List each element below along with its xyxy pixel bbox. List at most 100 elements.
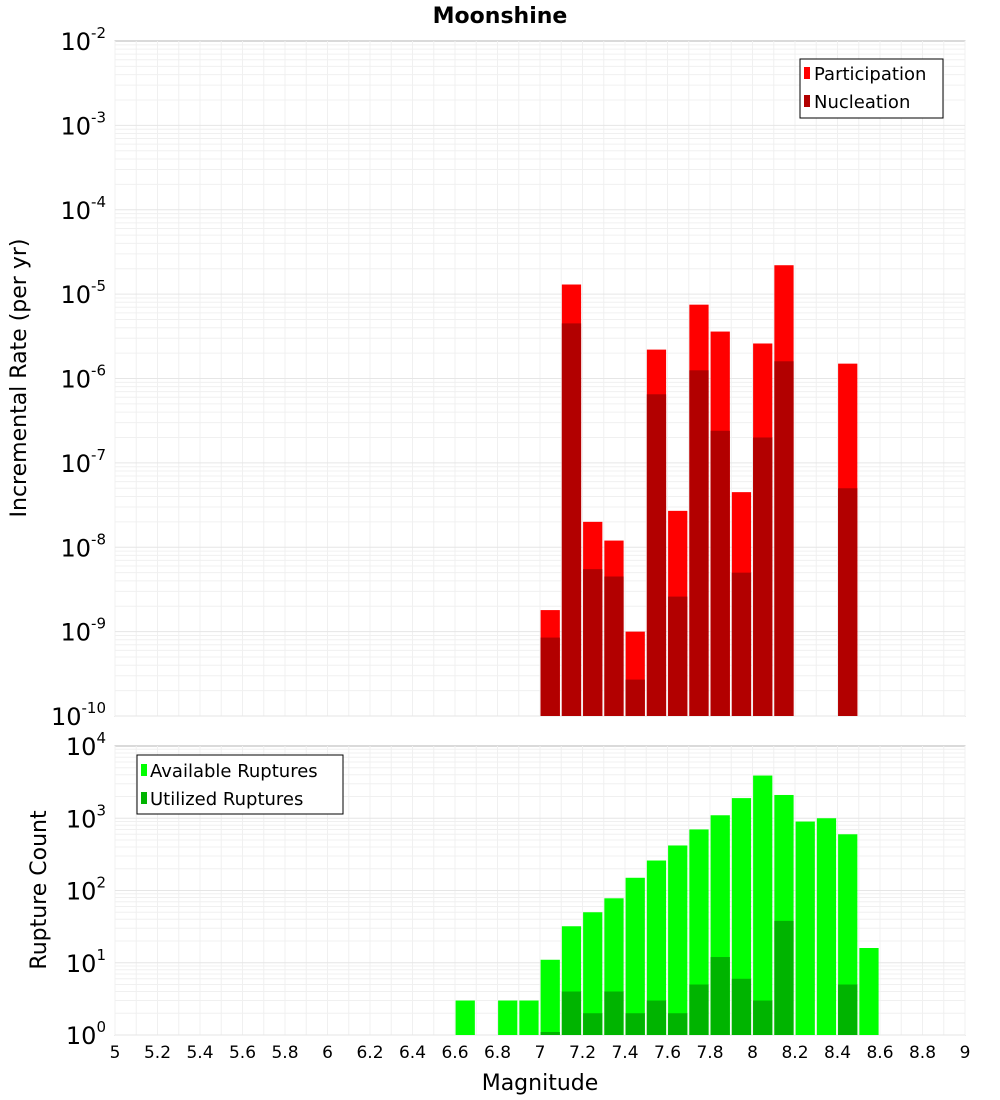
legend-swatch-nucleation [804,95,810,107]
count-bar-secondary [710,957,730,1035]
count-bar-secondary [646,1000,667,1035]
bottom-panel: 100 101 102 103 104 5 5.2 5.4 5.6 5.8 6 6.2 6.4 6.6 6… [27,729,970,1096]
y-tick-label: 10-6 [60,362,106,394]
rate-bar-secondary [604,576,624,716]
bottom-bars [455,775,879,1035]
count-bar-primary [519,1000,539,1035]
count-bar-primary [859,948,879,1035]
count-bar-secondary [753,1000,773,1035]
legend-label-nucleation: Nucleation [814,92,910,113]
count-bar-primary [625,877,645,1035]
top-panel: 10-10 10-9 10-8 10-7 10-6 10-5 10-4 10-3 10-2 In… [7,24,966,731]
x-tick-label: 6.2 [356,1043,383,1063]
top-y-axis-label: Incremental Rate (per yr) [7,239,32,518]
count-bar-primary [646,860,667,1035]
count-bar-primary [540,959,560,1035]
x-tick-label: 8.4 [824,1043,851,1063]
x-tick-label: 8 [747,1043,758,1063]
count-bar-secondary [838,984,858,1035]
count-bar-secondary [774,920,794,1035]
x-tick-label: 5.8 [271,1043,298,1063]
count-bar-secondary [561,991,582,1035]
y-tick-label: 102 [66,874,106,906]
legend-label-participation: Participation [814,64,926,85]
x-tick-label: 7.6 [654,1043,681,1063]
rate-bar-secondary [646,394,667,716]
count-bar-primary [689,829,709,1035]
top-legend: Participation Nucleation [799,58,944,119]
y-tick-label: 101 [66,946,106,978]
count-bar-primary [668,845,688,1035]
x-tick-label: 6 [322,1043,333,1063]
rate-bar-secondary [583,569,603,716]
rate-bar-secondary [540,637,560,716]
top-grid [114,41,966,717]
top-bars [540,265,858,717]
x-tick-label: 8.8 [909,1043,936,1063]
legend-label-available: Available Ruptures [150,761,318,782]
count-bar-primary [753,775,773,1035]
count-bar-primary [498,1000,518,1035]
count-bar-primary [795,821,815,1035]
y-tick-label: 10-3 [60,108,106,140]
x-tick-label: 5.6 [229,1043,256,1063]
count-bar-secondary [583,1013,603,1035]
bottom-legend-box [136,754,344,815]
rate-bar-secondary [668,596,688,716]
x-tick-label: 7.4 [611,1043,638,1063]
x-tick-label: 7.2 [569,1043,596,1063]
x-tick-label: 7.8 [696,1043,723,1063]
x-tick-label: 6.6 [441,1043,468,1063]
legend-label-utilized: Utilized Ruptures [150,789,303,810]
count-bar-primary [583,912,603,1035]
x-tick-label: 6.4 [399,1043,426,1063]
y-tick-label: 10-4 [60,193,106,225]
legend-swatch-available [141,764,147,776]
x-tick-label: 5 [110,1043,121,1063]
bottom-y-axis-label: Rupture Count [27,810,52,970]
count-bar-primary [455,1000,475,1035]
legend-swatch-participation [804,67,810,79]
rate-bar-secondary [753,437,773,716]
x-tick-label: 6.8 [484,1043,511,1063]
bottom-y-ticks: 100 101 102 103 104 [66,729,106,1050]
rate-bar-secondary [710,430,730,716]
x-ticks: 5 5.2 5.4 5.6 5.8 6 6.2 6.4 6.6 6.8 7 7.2 7.4 7.6 7.8 8… [110,1043,971,1063]
x-axis-label: Magnitude [482,1071,599,1096]
y-tick-label: 10-5 [60,277,106,309]
chart-title: Moonshine [433,4,568,29]
count-bar-primary [731,798,752,1035]
x-tick-label: 9 [960,1043,971,1063]
rate-bar-secondary [625,679,645,716]
rate-bar-secondary [561,323,582,716]
y-tick-label: 103 [66,801,106,833]
count-bar-secondary [668,1013,688,1035]
y-tick-label: 10-8 [60,530,106,562]
count-bar-secondary [604,991,624,1035]
legend-swatch-utilized [141,792,147,804]
y-tick-label: 10-2 [60,24,106,56]
top-legend-box [799,58,944,119]
count-bar-secondary [731,978,752,1035]
count-bar-primary [816,818,837,1035]
y-tick-label: 10-7 [60,446,106,478]
count-bar-secondary [625,1013,645,1035]
y-tick-label: 100 [66,1018,106,1050]
rate-bar-secondary [731,572,752,716]
y-tick-label: 10-9 [60,615,106,647]
rate-bar-secondary [774,361,794,716]
x-tick-label: 8.2 [781,1043,808,1063]
y-tick-label: 10-10 [51,699,106,731]
x-tick-label: 5.2 [144,1043,171,1063]
x-tick-label: 8.6 [866,1043,893,1063]
y-tick-label: 104 [66,729,106,761]
count-bar-secondary [540,1032,560,1035]
count-bar-secondary [689,984,709,1035]
top-y-ticks: 10-10 10-9 10-8 10-7 10-6 10-5 10-4 10-3 10-2 [51,24,106,731]
rate-bar-secondary [838,488,858,716]
rate-bar-secondary [689,370,709,716]
x-tick-label: 7 [535,1043,546,1063]
x-tick-label: 5.4 [186,1043,213,1063]
bottom-legend: Available Ruptures Utilized Ruptures [136,754,344,815]
